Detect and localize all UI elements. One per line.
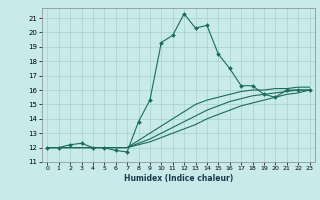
X-axis label: Humidex (Indice chaleur): Humidex (Indice chaleur) <box>124 174 233 183</box>
